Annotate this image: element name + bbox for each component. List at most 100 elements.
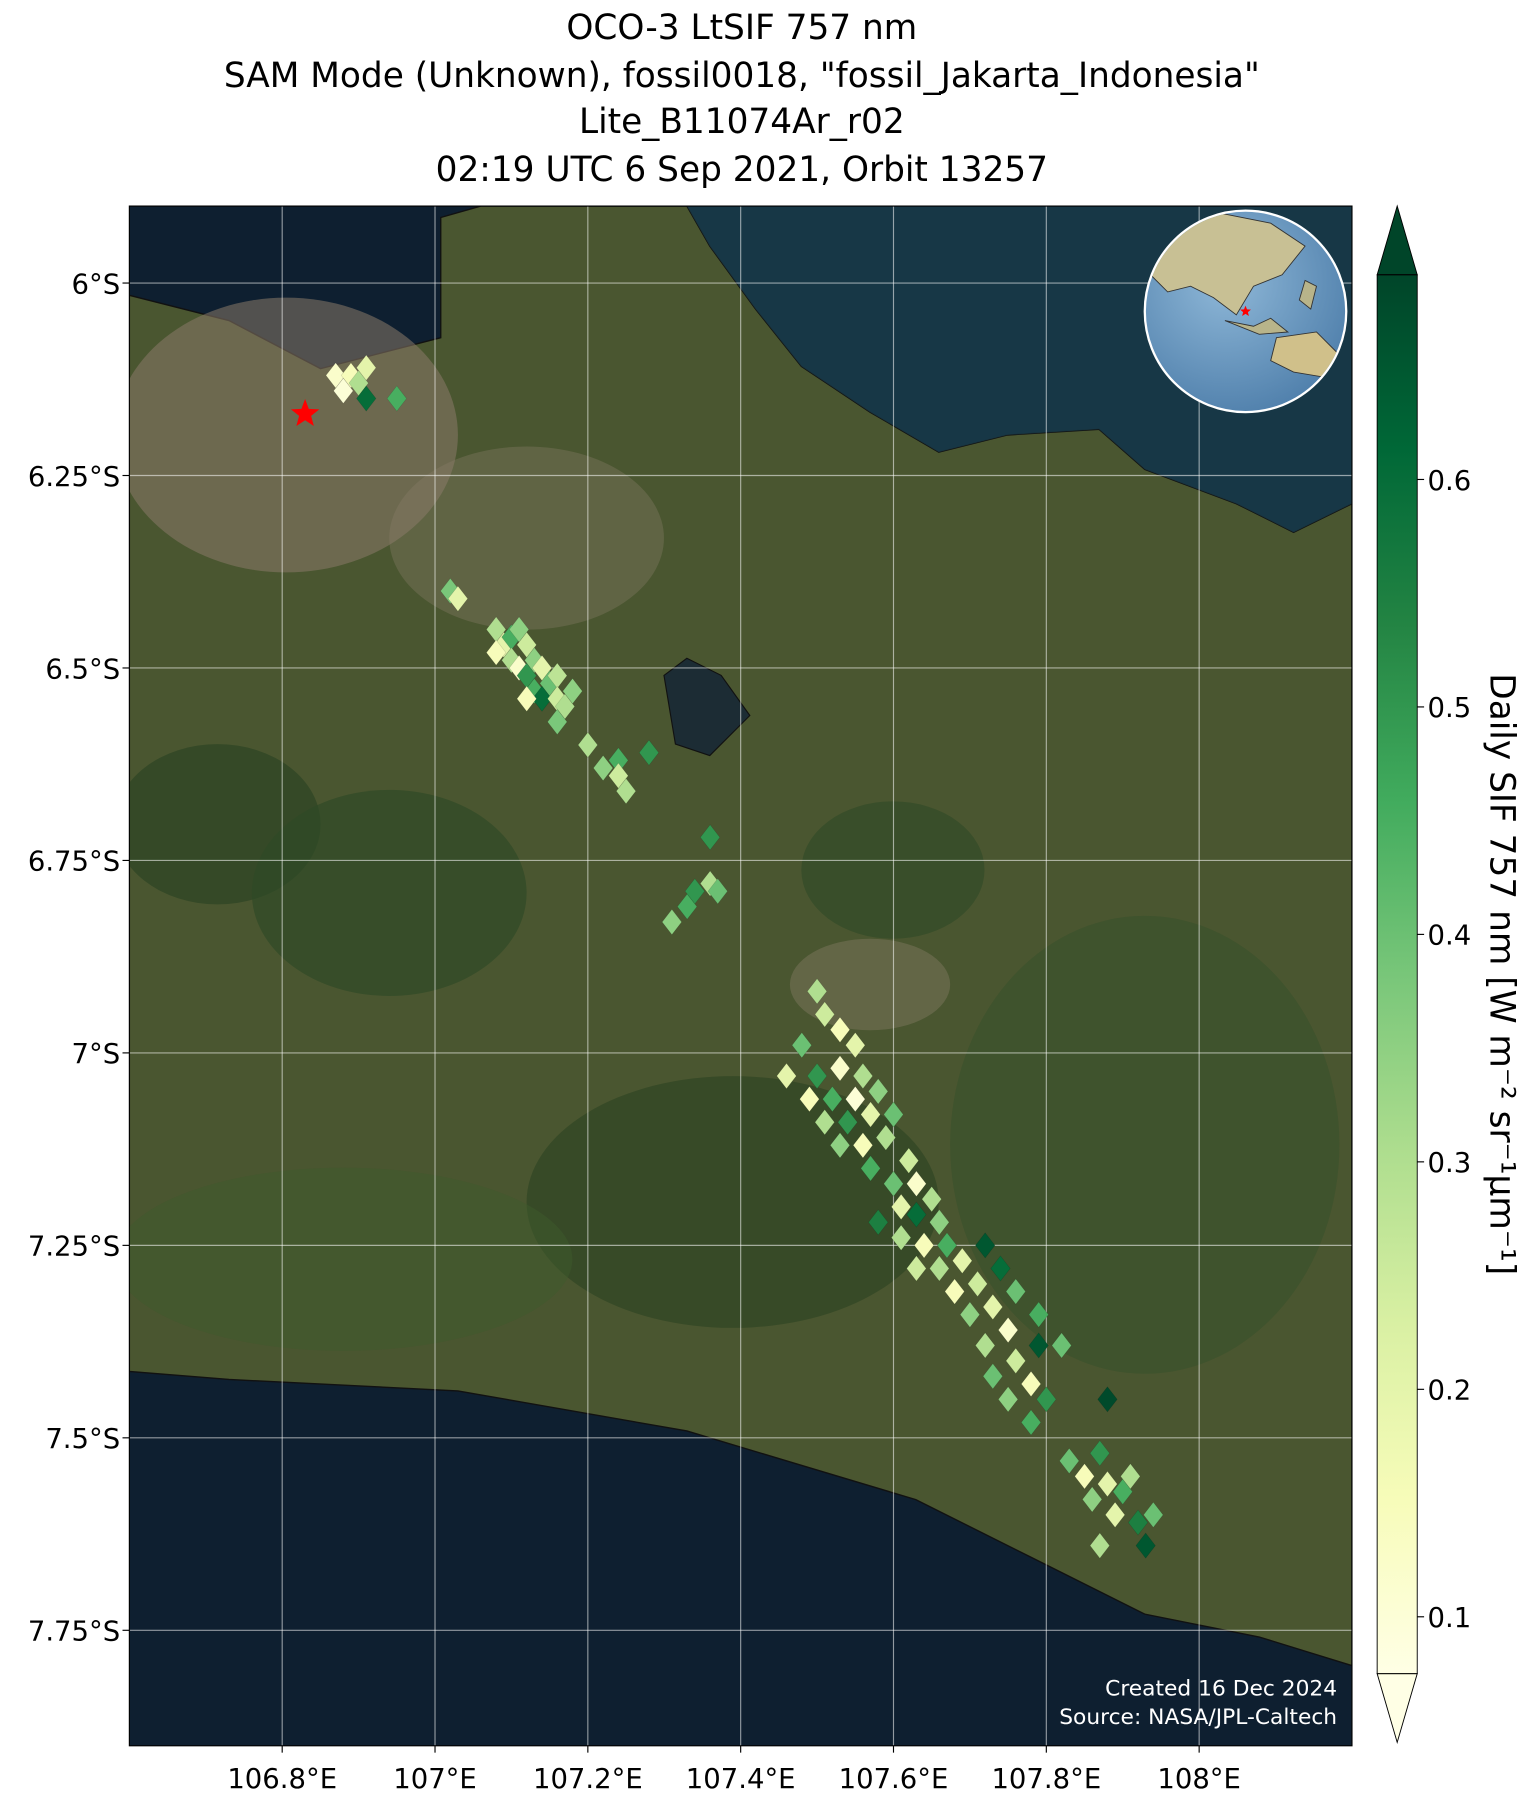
colorbar-tick-label: 0.2 (1428, 1376, 1472, 1407)
sounding (508, 616, 530, 643)
x-tick-label: 107.4°E (686, 1764, 796, 1795)
sounding (852, 1132, 874, 1159)
colorbar-tick-label: 0.5 (1428, 693, 1472, 724)
sounding (975, 1232, 996, 1259)
sounding (1112, 1478, 1133, 1505)
colorbar: 0.1 0.2 0.3 0.4 0.5 0.6 Daily SIF 757 nm [W m⁻… (1376, 204, 1521, 1744)
globe-target (1240, 305, 1251, 317)
sounding (1120, 1463, 1141, 1490)
sounding (1059, 1447, 1080, 1474)
sounding (814, 1109, 835, 1136)
sounding (906, 1170, 927, 1197)
y-tick-label: 6.5°S (45, 654, 120, 685)
y-tick-label: 7.75°S (28, 1617, 120, 1648)
sounding (998, 1316, 1019, 1344)
sounding (898, 1147, 919, 1174)
colorbar-tick-label: 0.3 (1428, 1148, 1472, 1179)
sounding (386, 385, 407, 412)
sounding (1105, 1501, 1126, 1528)
sounding (615, 778, 637, 805)
chart-subtitle: 02:19 UTC 6 Sep 2021, Orbit 13257 (436, 150, 1048, 190)
x-tick-label: 107.8°E (991, 1764, 1101, 1795)
sounding (700, 824, 721, 851)
colorbar-gradient (1377, 274, 1418, 1674)
x-tick-label: 107.6°E (839, 1764, 949, 1795)
colorbar-tick-label: 0.4 (1428, 921, 1472, 952)
sounding (990, 1255, 1011, 1282)
colorbar-label: Daily SIF 757 nm [W m⁻² sr⁻¹μm⁻¹] (1481, 673, 1521, 1275)
sounding (829, 1132, 851, 1159)
sounding (883, 1170, 904, 1197)
sounding (982, 1293, 1003, 1321)
sounding (707, 878, 728, 905)
sounding (822, 1086, 843, 1113)
sounding (806, 978, 828, 1005)
x-tick-label: 106.8°E (227, 1764, 337, 1795)
sounding (860, 1155, 881, 1182)
sounding (333, 377, 354, 404)
x-tick-label: 108°E (1157, 1764, 1241, 1795)
sounding (348, 370, 369, 397)
sounding (1036, 1386, 1057, 1413)
y-tick-label: 7.25°S (28, 1232, 120, 1263)
sounding (929, 1255, 950, 1282)
sounding (959, 1301, 981, 1328)
sounding (936, 1232, 958, 1259)
colorbar-extend-min (1376, 1673, 1418, 1744)
sounding (325, 362, 346, 389)
sounding (1051, 1332, 1072, 1359)
sounding (776, 1062, 797, 1090)
sounding (829, 1055, 851, 1082)
sounding (356, 354, 377, 381)
target-star (290, 399, 320, 426)
sounding (1127, 1509, 1149, 1536)
sounding (1020, 1409, 1042, 1436)
sounding (806, 1062, 828, 1090)
sounding (883, 1101, 904, 1128)
y-tick-label: 7.5°S (45, 1424, 120, 1455)
sounding (845, 1086, 866, 1113)
annotation: Created 16 Dec 2024 (1105, 1676, 1337, 1701)
sounding (531, 654, 553, 682)
sounding (1082, 1486, 1103, 1513)
sounding (791, 1032, 812, 1059)
basemap (129, 206, 1352, 1746)
chart-title: OCO-3 LtSIF 757 nm (566, 8, 917, 48)
sounding (852, 1062, 874, 1090)
sounding (845, 1032, 866, 1059)
sounding (1143, 1501, 1164, 1528)
sounding (486, 639, 507, 666)
sounding (638, 739, 660, 766)
sounding (975, 1332, 996, 1359)
sounding (1005, 1278, 1026, 1305)
sounding (868, 1209, 889, 1236)
y-tick-label: 6.75°S (28, 847, 120, 878)
sounding (547, 708, 568, 735)
sounding (356, 385, 377, 412)
y-tick-label: 6°S (72, 269, 121, 300)
x-tick-label: 107°E (393, 1764, 477, 1795)
colorbar-frame (1376, 274, 1418, 1675)
sounding (1089, 1440, 1110, 1467)
sounding (608, 762, 629, 789)
sounding (531, 685, 553, 712)
colorbar-tick-label: 0.1 (1428, 1603, 1472, 1634)
sounding (921, 1186, 942, 1213)
sounding (982, 1363, 1003, 1390)
sounding (577, 731, 598, 759)
sounding (906, 1255, 927, 1282)
sounding (593, 754, 614, 782)
sounding (913, 1232, 935, 1259)
sounding (860, 1101, 881, 1128)
sounding (868, 1078, 889, 1105)
chart-subtitle: SAM Mode (Unknown), fossil0018, "fossil_… (224, 56, 1260, 96)
sounding (929, 1209, 950, 1236)
y-tick-label: 6.25°S (28, 462, 120, 493)
sounding (516, 685, 537, 712)
sounding (562, 678, 583, 705)
sounding (799, 1086, 820, 1113)
sounding (1028, 1301, 1049, 1328)
sounding (1005, 1347, 1026, 1374)
sounding (829, 1016, 851, 1043)
